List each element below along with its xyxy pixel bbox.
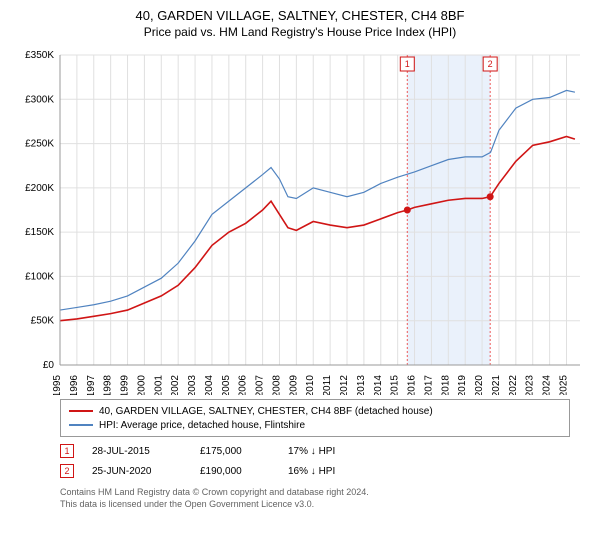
svg-text:2002: 2002: [170, 375, 181, 395]
svg-text:2007: 2007: [255, 375, 266, 395]
svg-text:2022: 2022: [508, 375, 519, 395]
svg-text:2013: 2013: [356, 375, 367, 395]
sale-date: 28-JUL-2015: [92, 446, 182, 457]
svg-text:2023: 2023: [525, 375, 536, 395]
legend-swatch-property: [69, 410, 93, 412]
svg-text:2012: 2012: [339, 375, 350, 395]
svg-text:£0: £0: [43, 360, 55, 371]
legend-row: 40, GARDEN VILLAGE, SALTNEY, CHESTER, CH…: [69, 404, 561, 418]
svg-text:£200K: £200K: [25, 183, 54, 194]
svg-text:2025: 2025: [558, 375, 569, 395]
svg-text:2010: 2010: [305, 375, 316, 395]
svg-text:£100K: £100K: [25, 271, 54, 282]
svg-text:2001: 2001: [153, 375, 164, 395]
svg-text:1997: 1997: [86, 375, 97, 395]
sale-price: £175,000: [200, 446, 270, 457]
chart-title: 40, GARDEN VILLAGE, SALTNEY, CHESTER, CH…: [10, 8, 590, 23]
svg-text:2019: 2019: [457, 375, 468, 395]
svg-text:1995: 1995: [52, 375, 63, 395]
svg-text:1: 1: [405, 59, 410, 69]
svg-text:2021: 2021: [491, 375, 502, 395]
sale-marker-num: 1: [64, 446, 69, 456]
svg-text:1996: 1996: [69, 375, 80, 395]
svg-text:2024: 2024: [542, 375, 553, 395]
legend-label-hpi: HPI: Average price, detached house, Flin…: [99, 420, 305, 431]
svg-text:2011: 2011: [322, 375, 333, 395]
svg-text:2009: 2009: [288, 375, 299, 395]
svg-text:£350K: £350K: [25, 50, 54, 61]
svg-text:2016: 2016: [407, 375, 418, 395]
price-chart: £0 £50K £100K £150K £200K £250K £300K £350K 1995…: [10, 45, 590, 395]
svg-text:2020: 2020: [474, 375, 485, 395]
svg-text:2014: 2014: [373, 375, 384, 395]
svg-text:2015: 2015: [390, 375, 401, 395]
legend: 40, GARDEN VILLAGE, SALTNEY, CHESTER, CH…: [60, 399, 570, 437]
svg-text:2005: 2005: [221, 375, 232, 395]
svg-text:£250K: £250K: [25, 139, 54, 150]
legend-swatch-hpi: [69, 424, 93, 426]
svg-text:2006: 2006: [238, 375, 249, 395]
svg-text:2018: 2018: [440, 375, 451, 395]
sale-date: 25-JUN-2020: [92, 466, 182, 477]
svg-text:2: 2: [488, 59, 493, 69]
chart-subtitle: Price paid vs. HM Land Registry's House …: [10, 25, 590, 39]
sale-marker-1: 1: [60, 444, 74, 458]
legend-row: HPI: Average price, detached house, Flin…: [69, 418, 561, 432]
sale-delta: 16% ↓ HPI: [288, 466, 378, 477]
legend-label-property: 40, GARDEN VILLAGE, SALTNEY, CHESTER, CH…: [99, 406, 433, 417]
sale-price: £190,000: [200, 466, 270, 477]
svg-text:2000: 2000: [136, 375, 147, 395]
footnote-line: This data is licensed under the Open Gov…: [60, 499, 570, 511]
svg-text:2003: 2003: [187, 375, 198, 395]
svg-text:1999: 1999: [120, 375, 131, 395]
svg-text:2008: 2008: [271, 375, 282, 395]
sales-table: 1 28-JUL-2015 £175,000 17% ↓ HPI 2 25-JU…: [60, 441, 570, 481]
svg-text:£50K: £50K: [31, 316, 55, 327]
sale-row: 1 28-JUL-2015 £175,000 17% ↓ HPI: [60, 441, 570, 461]
sale-marker-num: 2: [64, 466, 69, 476]
footnote: Contains HM Land Registry data © Crown c…: [60, 487, 570, 510]
sale-row: 2 25-JUN-2020 £190,000 16% ↓ HPI: [60, 461, 570, 481]
svg-text:2017: 2017: [423, 375, 434, 395]
sale-marker-2: 2: [60, 464, 74, 478]
footnote-line: Contains HM Land Registry data © Crown c…: [60, 487, 570, 499]
svg-text:1998: 1998: [103, 375, 114, 395]
svg-text:£300K: £300K: [25, 94, 54, 105]
sale-delta: 17% ↓ HPI: [288, 446, 378, 457]
svg-text:2004: 2004: [204, 375, 215, 395]
svg-text:£150K: £150K: [25, 227, 54, 238]
